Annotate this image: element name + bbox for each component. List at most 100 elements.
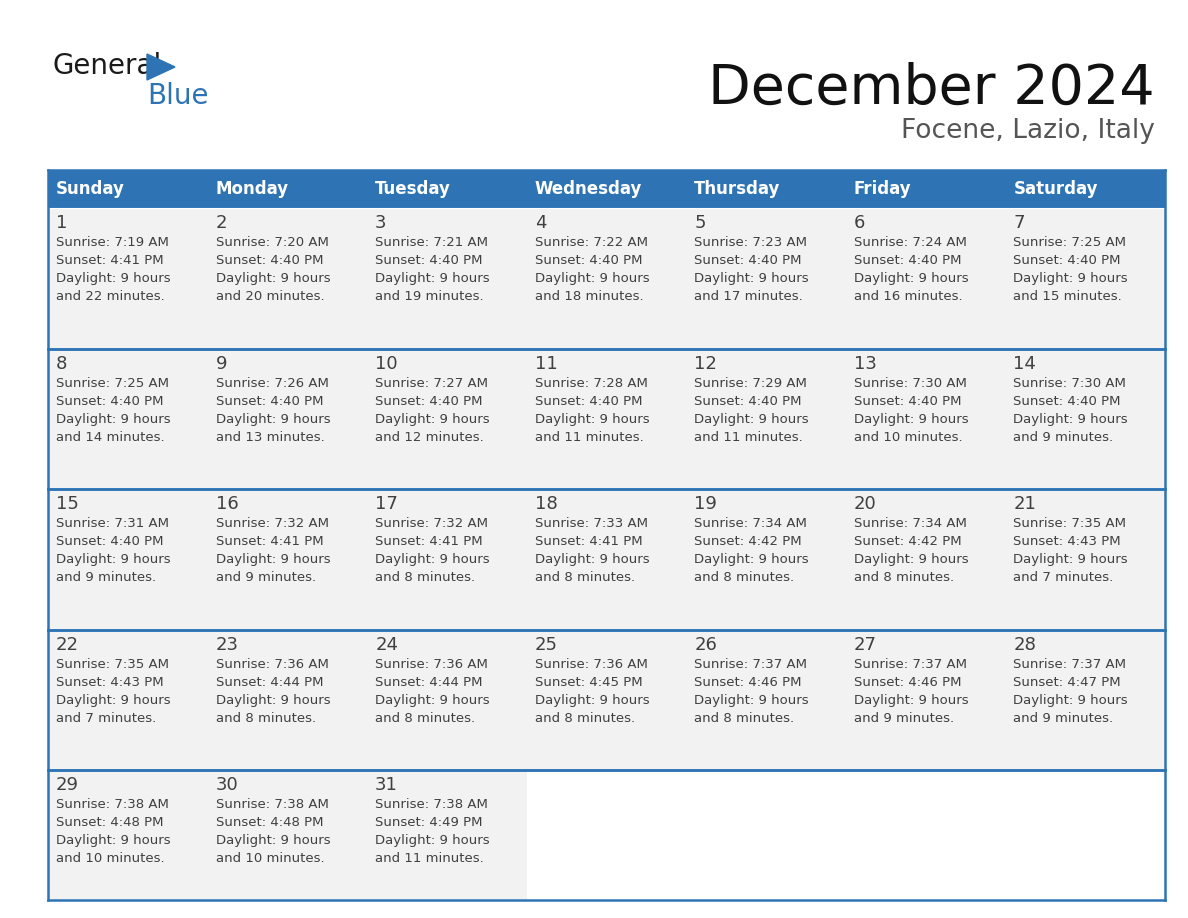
- Text: Blue: Blue: [147, 82, 209, 110]
- Text: Sunrise: 7:23 AM: Sunrise: 7:23 AM: [694, 236, 808, 249]
- Text: 21: 21: [1013, 495, 1036, 513]
- Text: Sunset: 4:40 PM: Sunset: 4:40 PM: [56, 535, 164, 548]
- Text: Sunset: 4:47 PM: Sunset: 4:47 PM: [1013, 676, 1121, 688]
- Text: 9: 9: [215, 354, 227, 373]
- Text: and 9 minutes.: and 9 minutes.: [215, 571, 316, 584]
- Text: Sunrise: 7:32 AM: Sunrise: 7:32 AM: [375, 517, 488, 530]
- Text: Daylight: 9 hours: Daylight: 9 hours: [375, 272, 489, 285]
- Text: and 16 minutes.: and 16 minutes.: [854, 290, 962, 303]
- Text: 3: 3: [375, 214, 386, 232]
- Text: 24: 24: [375, 635, 398, 654]
- Text: Daylight: 9 hours: Daylight: 9 hours: [694, 694, 809, 707]
- Bar: [48, 349, 1165, 489]
- Text: 13: 13: [854, 354, 877, 373]
- Bar: [48, 170, 1165, 208]
- Text: Sunset: 4:40 PM: Sunset: 4:40 PM: [56, 395, 164, 408]
- Text: December 2024: December 2024: [708, 62, 1155, 116]
- Bar: [48, 489, 1165, 630]
- Text: and 11 minutes.: and 11 minutes.: [694, 431, 803, 443]
- Text: and 9 minutes.: and 9 minutes.: [854, 711, 954, 724]
- Text: Sunrise: 7:34 AM: Sunrise: 7:34 AM: [854, 517, 967, 530]
- Text: Sunset: 4:41 PM: Sunset: 4:41 PM: [535, 535, 643, 548]
- Text: Daylight: 9 hours: Daylight: 9 hours: [215, 834, 330, 847]
- Text: 6: 6: [854, 214, 865, 232]
- Text: Sunrise: 7:37 AM: Sunrise: 7:37 AM: [854, 657, 967, 671]
- Text: Sunset: 4:40 PM: Sunset: 4:40 PM: [694, 395, 802, 408]
- Text: Sunset: 4:42 PM: Sunset: 4:42 PM: [854, 535, 961, 548]
- Text: and 10 minutes.: and 10 minutes.: [854, 431, 962, 443]
- Text: and 22 minutes.: and 22 minutes.: [56, 290, 165, 303]
- Text: 29: 29: [56, 777, 78, 794]
- Text: Daylight: 9 hours: Daylight: 9 hours: [1013, 694, 1129, 707]
- Text: Sunset: 4:45 PM: Sunset: 4:45 PM: [535, 676, 643, 688]
- Text: Sunrise: 7:31 AM: Sunrise: 7:31 AM: [56, 517, 169, 530]
- Text: and 8 minutes.: and 8 minutes.: [375, 571, 475, 584]
- Text: Sunset: 4:43 PM: Sunset: 4:43 PM: [56, 676, 164, 688]
- Text: and 13 minutes.: and 13 minutes.: [215, 431, 324, 443]
- Text: Sunrise: 7:37 AM: Sunrise: 7:37 AM: [1013, 657, 1126, 671]
- Text: Sunrise: 7:29 AM: Sunrise: 7:29 AM: [694, 376, 807, 389]
- Text: Daylight: 9 hours: Daylight: 9 hours: [694, 554, 809, 566]
- Text: 26: 26: [694, 635, 718, 654]
- Text: and 10 minutes.: and 10 minutes.: [215, 852, 324, 866]
- Text: 2: 2: [215, 214, 227, 232]
- Text: Sunrise: 7:36 AM: Sunrise: 7:36 AM: [535, 657, 647, 671]
- Text: Sunrise: 7:33 AM: Sunrise: 7:33 AM: [535, 517, 647, 530]
- Text: Sunrise: 7:34 AM: Sunrise: 7:34 AM: [694, 517, 807, 530]
- Text: Sunrise: 7:20 AM: Sunrise: 7:20 AM: [215, 236, 328, 249]
- Polygon shape: [147, 54, 175, 80]
- Text: Daylight: 9 hours: Daylight: 9 hours: [535, 272, 650, 285]
- Text: Sunrise: 7:35 AM: Sunrise: 7:35 AM: [56, 657, 169, 671]
- Text: 28: 28: [1013, 635, 1036, 654]
- Bar: [48, 770, 1165, 900]
- Text: Sunrise: 7:30 AM: Sunrise: 7:30 AM: [854, 376, 967, 389]
- Text: Sunset: 4:40 PM: Sunset: 4:40 PM: [535, 254, 643, 267]
- Text: 5: 5: [694, 214, 706, 232]
- Text: Sunset: 4:40 PM: Sunset: 4:40 PM: [1013, 395, 1121, 408]
- Text: Sunrise: 7:25 AM: Sunrise: 7:25 AM: [56, 376, 169, 389]
- Text: Sunset: 4:40 PM: Sunset: 4:40 PM: [375, 395, 482, 408]
- Text: Daylight: 9 hours: Daylight: 9 hours: [215, 272, 330, 285]
- Text: 19: 19: [694, 495, 718, 513]
- Text: Sunset: 4:44 PM: Sunset: 4:44 PM: [375, 676, 482, 688]
- Text: Daylight: 9 hours: Daylight: 9 hours: [56, 694, 171, 707]
- Text: and 11 minutes.: and 11 minutes.: [375, 852, 484, 866]
- Text: Monday: Monday: [215, 180, 289, 198]
- Text: Daylight: 9 hours: Daylight: 9 hours: [1013, 554, 1129, 566]
- Text: Daylight: 9 hours: Daylight: 9 hours: [854, 272, 968, 285]
- Text: and 12 minutes.: and 12 minutes.: [375, 431, 484, 443]
- Text: Sunrise: 7:38 AM: Sunrise: 7:38 AM: [215, 799, 328, 812]
- Text: and 7 minutes.: and 7 minutes.: [56, 711, 157, 724]
- Text: 22: 22: [56, 635, 78, 654]
- Text: 14: 14: [1013, 354, 1036, 373]
- Text: and 8 minutes.: and 8 minutes.: [854, 571, 954, 584]
- Text: Daylight: 9 hours: Daylight: 9 hours: [56, 554, 171, 566]
- Text: Sunset: 4:40 PM: Sunset: 4:40 PM: [1013, 254, 1121, 267]
- Text: Sunset: 4:41 PM: Sunset: 4:41 PM: [215, 535, 323, 548]
- Text: and 14 minutes.: and 14 minutes.: [56, 431, 165, 443]
- Text: Sunset: 4:41 PM: Sunset: 4:41 PM: [375, 535, 482, 548]
- Text: Sunset: 4:40 PM: Sunset: 4:40 PM: [854, 254, 961, 267]
- Text: 17: 17: [375, 495, 398, 513]
- Text: Sunset: 4:40 PM: Sunset: 4:40 PM: [694, 254, 802, 267]
- Text: Sunrise: 7:30 AM: Sunrise: 7:30 AM: [1013, 376, 1126, 389]
- Text: Sunrise: 7:38 AM: Sunrise: 7:38 AM: [375, 799, 488, 812]
- Text: Sunset: 4:41 PM: Sunset: 4:41 PM: [56, 254, 164, 267]
- Text: Daylight: 9 hours: Daylight: 9 hours: [694, 272, 809, 285]
- Text: Daylight: 9 hours: Daylight: 9 hours: [375, 694, 489, 707]
- Text: Sunrise: 7:36 AM: Sunrise: 7:36 AM: [375, 657, 488, 671]
- Text: Sunset: 4:46 PM: Sunset: 4:46 PM: [694, 676, 802, 688]
- Text: Focene, Lazio, Italy: Focene, Lazio, Italy: [902, 118, 1155, 144]
- Text: 30: 30: [215, 777, 239, 794]
- Text: Daylight: 9 hours: Daylight: 9 hours: [1013, 272, 1129, 285]
- Text: Daylight: 9 hours: Daylight: 9 hours: [854, 694, 968, 707]
- Text: and 18 minutes.: and 18 minutes.: [535, 290, 644, 303]
- Text: Sunrise: 7:19 AM: Sunrise: 7:19 AM: [56, 236, 169, 249]
- Text: Daylight: 9 hours: Daylight: 9 hours: [56, 834, 171, 847]
- Text: Daylight: 9 hours: Daylight: 9 hours: [215, 554, 330, 566]
- Text: Thursday: Thursday: [694, 180, 781, 198]
- Text: and 8 minutes.: and 8 minutes.: [215, 711, 316, 724]
- Text: Friday: Friday: [854, 180, 911, 198]
- Text: Sunset: 4:40 PM: Sunset: 4:40 PM: [854, 395, 961, 408]
- Text: 10: 10: [375, 354, 398, 373]
